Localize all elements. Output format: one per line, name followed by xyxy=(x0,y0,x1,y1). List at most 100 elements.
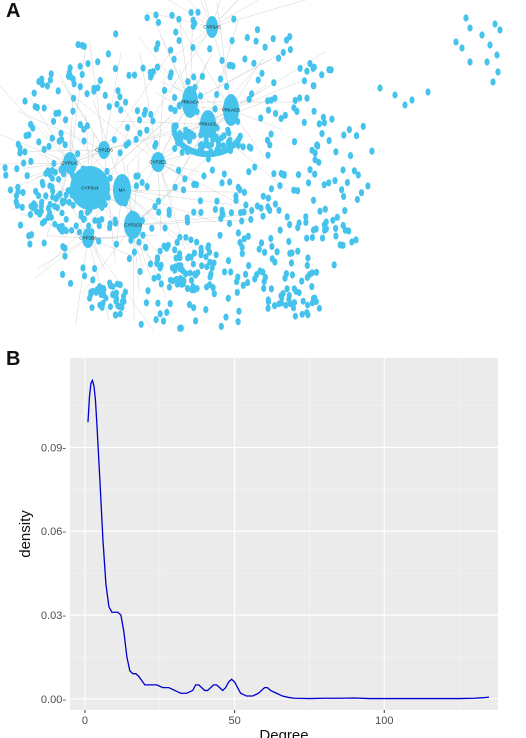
network-node xyxy=(305,254,311,262)
network-node xyxy=(19,203,25,211)
network-node xyxy=(198,244,204,252)
network-node xyxy=(63,216,69,223)
network-edge xyxy=(200,0,213,28)
network-node xyxy=(176,102,182,110)
network-node xyxy=(70,107,76,115)
network-node xyxy=(49,167,55,174)
network-node xyxy=(392,91,398,99)
network-hub-node xyxy=(98,141,110,159)
hub-node-label: CYP2D6 xyxy=(95,148,113,153)
network-node xyxy=(17,221,24,229)
density-chart: 0.00- 0.03- 0.06- 0.09- 0 50 100 Degree densit… xyxy=(17,358,498,738)
network-node xyxy=(121,298,127,305)
network-node xyxy=(126,255,132,263)
network-node xyxy=(353,236,359,244)
network-node xyxy=(150,117,156,125)
network-node xyxy=(274,248,280,256)
network-node xyxy=(100,284,107,292)
network-node xyxy=(319,71,325,79)
network-node xyxy=(243,270,249,278)
network-node xyxy=(322,205,328,213)
network-edge xyxy=(46,162,71,239)
network-node xyxy=(63,116,69,124)
panel-a-label: A xyxy=(6,0,21,22)
network-node xyxy=(203,253,209,261)
network-node xyxy=(369,147,375,155)
network-node xyxy=(212,105,218,113)
network-node xyxy=(47,76,54,84)
network-node xyxy=(71,80,77,88)
network-hub-node xyxy=(63,152,77,174)
hub-node-label: CYP3A5 xyxy=(203,25,221,30)
network-node xyxy=(283,301,289,309)
network-node xyxy=(265,106,272,114)
network-node xyxy=(70,201,76,209)
network-node xyxy=(153,316,159,324)
network-node xyxy=(272,302,278,310)
network-node xyxy=(114,100,120,108)
network-node xyxy=(80,264,86,272)
network-node xyxy=(194,285,200,292)
network-node xyxy=(354,195,360,204)
network-node xyxy=(188,276,195,284)
network-node xyxy=(234,278,240,286)
network-node xyxy=(35,192,42,200)
network-node xyxy=(113,30,119,38)
network-node xyxy=(277,226,283,234)
network-node xyxy=(85,60,91,68)
network-node xyxy=(107,174,113,182)
network-node xyxy=(134,107,140,115)
network-node xyxy=(220,142,226,149)
network-node xyxy=(304,94,310,102)
network-node xyxy=(322,226,328,234)
network-node xyxy=(199,141,205,148)
network-node xyxy=(279,294,285,302)
network-edge xyxy=(38,237,89,269)
network-node xyxy=(258,114,264,122)
network-node xyxy=(282,111,288,119)
network-node xyxy=(239,217,245,225)
network-node xyxy=(26,131,32,139)
network-edge xyxy=(207,19,239,125)
network-node xyxy=(192,270,198,278)
network-node xyxy=(173,254,179,262)
network-node xyxy=(167,276,174,284)
network-node xyxy=(57,223,63,231)
network-node xyxy=(297,64,303,72)
network-node xyxy=(190,260,196,268)
network-node xyxy=(3,171,9,179)
hub-node-label: CYP1A2 xyxy=(61,161,79,166)
network-node xyxy=(212,205,218,213)
network-graph: PRKACA PRKACB PRKACG CYP3A4 MA CYP2C9 CYP1A2 CY… xyxy=(0,0,503,332)
network-node xyxy=(152,142,158,150)
network-node xyxy=(304,261,310,269)
network-node xyxy=(75,41,81,49)
network-node xyxy=(255,76,261,84)
network-node xyxy=(309,146,315,154)
network-node xyxy=(147,260,153,268)
network-node xyxy=(273,109,279,117)
network-node xyxy=(114,280,120,288)
network-node xyxy=(300,297,306,305)
network-node xyxy=(245,279,251,287)
network-edge xyxy=(89,41,105,151)
network-node xyxy=(290,304,297,312)
network-node xyxy=(213,251,219,259)
network-node xyxy=(115,87,121,95)
network-node xyxy=(221,170,227,178)
network-node xyxy=(331,261,337,269)
network-node xyxy=(425,88,431,96)
network-node xyxy=(176,15,182,23)
network-node xyxy=(228,209,234,217)
network-edge xyxy=(0,134,71,164)
network-hub-node xyxy=(124,211,142,239)
network-node xyxy=(27,210,33,219)
network-edge xyxy=(187,0,213,28)
hub-node-label: PRKACG xyxy=(198,122,218,127)
network-node xyxy=(284,285,290,293)
network-node xyxy=(228,268,234,276)
network-node xyxy=(7,186,14,194)
network-node xyxy=(309,299,315,307)
network-node xyxy=(86,222,92,230)
network-node xyxy=(207,273,213,281)
